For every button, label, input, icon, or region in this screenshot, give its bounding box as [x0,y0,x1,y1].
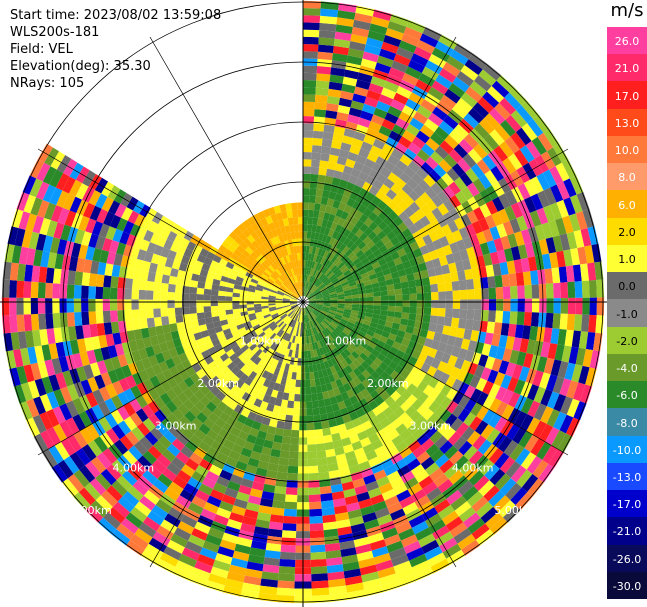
colorbar-unit: m/s [610,0,644,21]
colorbar-cell [607,81,647,110]
colorbar-cell [607,381,647,409]
start-time-label: Start time: 2023/08/02 13:59:08 [10,8,222,23]
station-label: WLS200s-181 [10,25,100,40]
colorbar-label: 13.0 [614,116,640,130]
colorbar-cell [607,326,647,355]
colorbar-label: -30.0 [612,579,642,593]
range-label: 5.00km [494,504,536,517]
colorbar-label: -2.0 [616,334,638,348]
colorbar-label: 2.0 [618,225,636,239]
range-label: 2.00km [197,377,239,390]
colorbar-label: -10.0 [612,443,642,457]
azimuth-spoke [149,301,304,568]
nrays-label: NRays: 105 [10,76,85,91]
colorbar-label: 21.0 [614,62,640,76]
colorbar-label: 6.0 [618,198,636,212]
colorbar-cell [607,163,647,191]
colorbar-label: -4.0 [616,362,638,376]
colorbar-cell [607,27,647,55]
colorbar-label: -6.0 [616,389,638,403]
colorbar-cell [607,190,647,219]
colorbar: 26.0 21.0 17.0 13.0 10.0 8.0 6.0 2.0 1.0 0.0 -1.0 -… [607,27,647,600]
colorbar-cell [607,54,647,82]
colorbar-cell [607,272,647,300]
colorbar-cell [607,217,647,246]
colorbar-label: 10.0 [614,144,640,158]
range-label: 4.00km [113,462,155,475]
colorbar-label: -8.0 [616,416,638,430]
colorbar-label: 0.0 [618,280,636,294]
colorbar-label: -13.0 [612,470,642,484]
colorbar-cell [607,462,647,491]
colorbar-label: 17.0 [614,89,640,103]
azimuth-spoke [302,301,457,568]
colorbar-label: -21.0 [612,525,642,539]
velocity-gates [1,0,605,604]
azimuth-spoke [149,36,304,303]
field-label: Field: VEL [10,42,73,57]
azimuth-spoke [37,148,304,303]
colorbar-label: -26.0 [612,552,642,566]
azimuth-spoke [37,301,304,456]
range-label: 5.00km [70,504,112,517]
colorbar-cell [607,299,647,328]
range-label: 3.00km [155,419,197,432]
range-label: 3.00km [409,419,451,432]
colorbar-cell [607,571,647,600]
azimuth-spoke [302,36,457,303]
range-label: 1.00km [325,334,367,347]
colorbar-label: -17.0 [612,498,642,512]
range-label: 1.00km [240,334,282,347]
ppi-velocity-plot: 1.00km 1.00km 2.00km 2.00km 3.00km 3.00km 4.00… [0,0,607,607]
colorbar-cell [607,408,647,437]
elevation-label: Elevation(deg): 35.30 [10,59,151,74]
colorbar-cell [607,517,647,546]
colorbar-label: 26.0 [614,35,640,49]
colorbar-cell [607,135,647,164]
colorbar-cell [607,353,647,382]
azimuth-spoke [302,148,569,303]
colorbar-cell [607,490,647,518]
info-block: Start time: 2023/08/02 13:59:08 WLS200s-… [10,7,221,92]
azimuth-spoke [302,301,569,456]
colorbar-cell [607,244,647,273]
colorbar-cell [607,435,647,464]
range-labels: 1.00km 1.00km 2.00km 2.00km 3.00km 3.00km 4.00… [70,334,536,517]
colorbar-label: 8.0 [618,171,636,185]
colorbar-label: -1.0 [616,307,638,321]
colorbar-label: 1.0 [618,253,636,267]
colorbar-cell [607,544,647,573]
range-label: 2.00km [367,377,409,390]
range-label: 4.00km [452,462,494,475]
colorbar-cell [607,108,647,137]
